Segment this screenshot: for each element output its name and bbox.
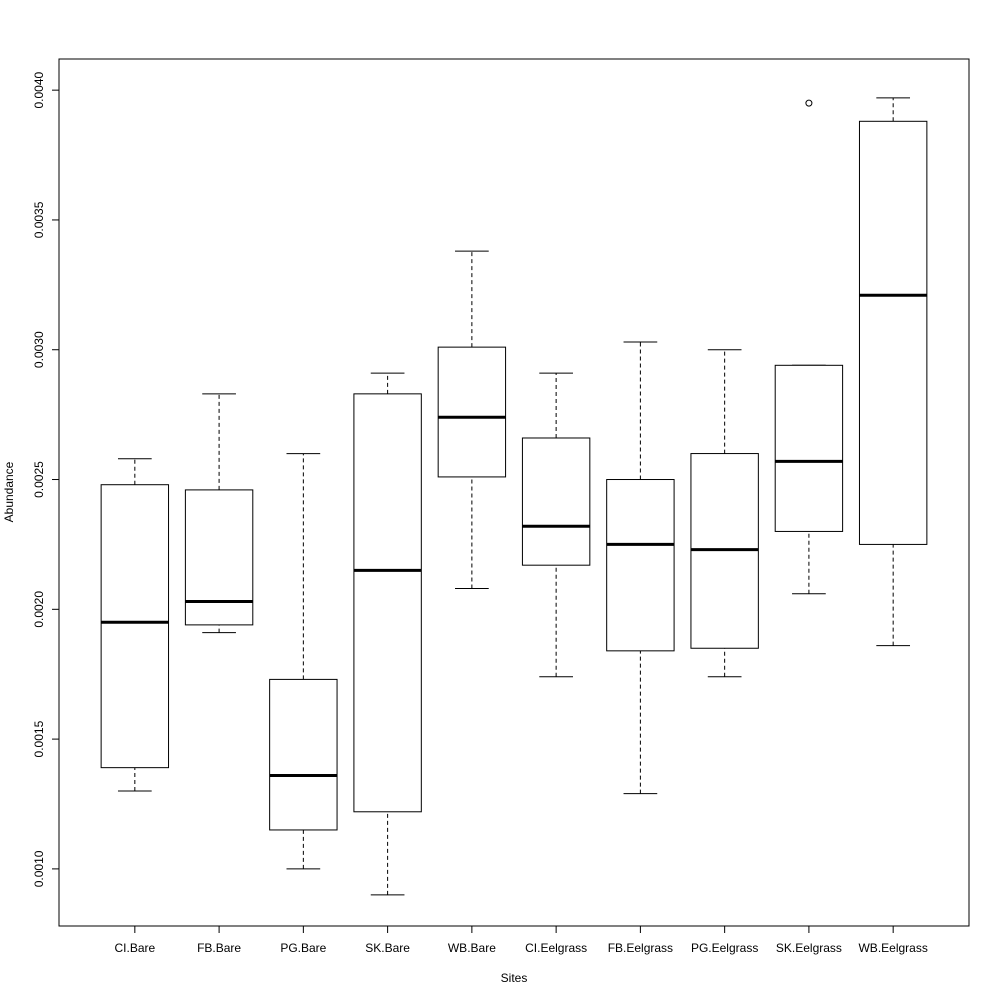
y-tick-label: 0.0015: [32, 720, 46, 757]
iqr-box: [100, 484, 170, 769]
y-tick-label: 0.0035: [32, 201, 46, 238]
box-fb-bare: [184, 393, 254, 634]
x-tick-label: FB.Bare: [197, 941, 241, 955]
y-tick-label: 0.0030: [32, 331, 46, 368]
iqr-box: [521, 437, 591, 566]
iqr-box: [437, 346, 507, 478]
box-pg-bare: [269, 453, 338, 870]
outlier-point: [805, 99, 813, 107]
iqr-box: [606, 479, 675, 652]
box-sk-bare: [353, 372, 422, 896]
y-tick-label: 0.0025: [32, 461, 46, 498]
x-axis: CI.Bare FB.Bare PG.Bare SK.Bare WB.Bare CI.Ee…: [114, 925, 928, 955]
iqr-box: [353, 393, 422, 813]
boxes-group: [100, 97, 928, 896]
box-fb-eelgrass: [606, 341, 675, 795]
box-wb-bare: [437, 250, 507, 590]
x-tick-label: WB.Bare: [448, 941, 496, 955]
y-tick-label: 0.0010: [32, 850, 46, 887]
x-tick-label: WB.Eelgrass: [858, 941, 927, 955]
box-wb-eelgrass: [858, 97, 928, 647]
iqr-box: [269, 678, 338, 831]
x-tick-label: PG.Eelgrass: [691, 941, 758, 955]
box-ci-eelgrass: [521, 372, 591, 678]
iqr-box: [184, 489, 254, 626]
y-axis: 0.0010 0.0015 0.0020 0.0025 0.0030 0.0035 0.00…: [32, 71, 60, 887]
x-tick-label: SK.Bare: [365, 941, 410, 955]
iqr-box: [774, 364, 844, 532]
box-ci-bare: [100, 458, 170, 792]
box-pg-eelgrass: [690, 349, 759, 678]
iqr-box: [858, 120, 928, 545]
box-sk-eelgrass: [774, 99, 844, 595]
x-tick-label: CI.Bare: [114, 941, 155, 955]
y-tick-label: 0.0020: [32, 591, 46, 628]
x-tick-label: SK.Eelgrass: [776, 941, 842, 955]
x-tick-label: FB.Eelgrass: [608, 941, 673, 955]
x-tick-label: CI.Eelgrass: [525, 941, 587, 955]
y-tick-label: 0.0040: [32, 71, 46, 108]
x-axis-label: Sites: [501, 971, 528, 985]
y-axis-label: Abundance: [2, 461, 16, 522]
x-tick-label: PG.Bare: [280, 941, 326, 955]
